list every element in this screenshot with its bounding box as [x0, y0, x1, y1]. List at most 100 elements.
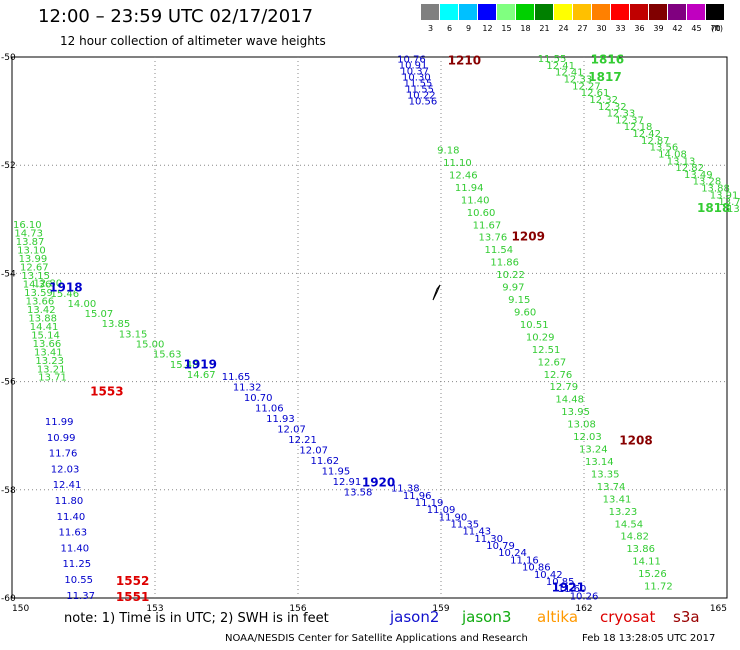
wave-height-value: 13.58 [344, 487, 373, 498]
wave-height-value: 14.00 [68, 299, 97, 310]
wave-height-value: 12.41 [546, 61, 575, 72]
wave-height-value: 11.25 [62, 559, 91, 570]
wave-height-value: 15.46 [51, 289, 80, 300]
wave-height-value: 13.87 [16, 237, 45, 248]
wave-height-value: 13.23 [609, 507, 638, 518]
wave-height-value: 13.28 [693, 177, 722, 188]
wave-height-value: 11.65 [222, 372, 251, 383]
wave-height-value: 12.61 [581, 88, 610, 99]
wave-height-value: 11.43 [462, 527, 491, 538]
wave-height-value: 12.82 [675, 163, 704, 174]
scale-swatch [687, 4, 706, 20]
wave-height-value: 11.30 [474, 534, 503, 545]
wave-height-value: 13.88 [28, 313, 57, 324]
wave-height-value: 11.72 [644, 582, 673, 593]
wave-height-value: 11.80 [55, 496, 84, 507]
wave-height-value: 11.40 [461, 195, 490, 206]
wave-height-value: 11.67 [473, 220, 502, 231]
wave-height-value: 10.76 [397, 55, 426, 66]
latitude-tick-label: -58 [1, 486, 16, 496]
page-subtitle: 12 hour collection of altimeter wave hei… [60, 34, 326, 48]
wave-height-value: 11.60 [558, 584, 587, 595]
pass-time-label: 1551 [116, 590, 149, 604]
scale-swatch [592, 4, 611, 20]
scale-swatch [630, 4, 649, 20]
timestamp: Feb 18 13:28:05 UTC 2017 [582, 633, 716, 644]
scale-label: 18 [520, 24, 531, 33]
wave-height-value: 15.07 [85, 309, 114, 320]
scale-label: 42 [672, 24, 683, 33]
pass-time-label: 1921 [552, 581, 585, 595]
wave-height-value: 10.79 [486, 541, 515, 552]
wave-height-value: 13.24 [579, 445, 608, 456]
wave-height-value: 15.00 [136, 340, 165, 351]
credit: NOAA/NESDIS Center for Satellite Applica… [225, 633, 528, 644]
wave-height-value: 11.99 [45, 417, 74, 428]
wave-height-value: 14.36 [23, 279, 52, 290]
wave-height-value: 11.16 [510, 555, 539, 566]
wave-height-value: 14.82 [620, 532, 649, 543]
wave-height-value: 13.7 [727, 204, 740, 215]
wave-height-value: 14.08 [658, 149, 687, 160]
legend-jason3: jason3 [462, 608, 512, 626]
wave-height-value: 12.27 [572, 81, 601, 92]
scale-swatch [668, 4, 687, 20]
wave-height-value: 12.41 [53, 480, 82, 491]
scale-swatch [497, 4, 516, 20]
scale-swatch [478, 4, 497, 20]
wave-height-value: 15.26 [638, 569, 667, 580]
wave-height-value: 10.60 [467, 208, 496, 219]
page-title: 12:00 – 23:59 UTC 02/17/2017 [38, 6, 314, 27]
wave-height-value: 11.19 [415, 498, 444, 509]
scale-label: 27 [577, 24, 588, 33]
latitude-tick-label: -60 [1, 594, 16, 604]
wave-height-value: 13.66 [33, 339, 62, 350]
scale-label: 39 [653, 24, 664, 33]
wave-height-value: 10.85 [546, 577, 575, 588]
scale-swatch [573, 4, 592, 20]
wave-height-value: 15.14 [31, 330, 60, 341]
wave-height-value: 13.71 [38, 373, 67, 384]
wave-height-value: 11.40 [60, 543, 89, 554]
wave-height-value: 10.22 [496, 270, 525, 281]
wave-height-value: 10.42 [534, 570, 563, 581]
wave-height-value: 10.55 [64, 575, 93, 586]
wave-height-value: 12.37 [615, 115, 644, 126]
wave-height-value: 11.95 [322, 466, 351, 477]
scale-swatch [440, 4, 459, 20]
wave-height-value: 14.41 [30, 322, 59, 333]
wave-height-value: 12.03 [573, 432, 602, 443]
footer-note: note: 1) Time is in UTC; 2) SWH is in fe… [64, 611, 329, 626]
wave-height-value: 9.97 [502, 283, 524, 294]
scale-swatch [706, 4, 725, 20]
wave-height-value: 12.32 [589, 95, 618, 106]
scale-swatch [554, 4, 573, 20]
wave-height-value: 15.63 [153, 350, 182, 361]
wave-height-value: 11.90 [439, 512, 468, 523]
wave-height-value: 10.22 [407, 90, 436, 101]
wave-height-value: 13.74 [597, 482, 626, 493]
wave-height-value: 13.56 [650, 143, 679, 154]
wave-height-value: 12.07 [299, 446, 328, 457]
pass-time-label: 1553 [90, 384, 123, 398]
wave-height-value: 13.85 [102, 319, 131, 330]
wave-height-value: 11.76 [49, 449, 78, 460]
wave-height-value: 10.70 [244, 393, 273, 404]
wave-height-value: 10.26 [570, 591, 599, 602]
wave-height-value: 13.41 [603, 494, 632, 505]
scale-label: 15 [501, 24, 512, 33]
scale-swatch [611, 4, 630, 20]
latitude-tick-label: -54 [1, 269, 16, 279]
wave-height-value: 13.14 [585, 457, 614, 468]
wave-height-value: 12.91 [333, 477, 362, 488]
wave-height-value: 13.86 [626, 544, 655, 555]
wave-height-value: 13.15 [119, 329, 148, 340]
pass-time-label: 1817 [588, 70, 621, 84]
wave-height-value: 12.80 [33, 279, 62, 290]
scale-label: 24 [558, 24, 569, 33]
wave-height-value: 12.21 [288, 435, 317, 446]
wave-height-value: 10.99 [47, 433, 76, 444]
wave-height-value: 14.54 [615, 519, 644, 530]
wave-height-value: 11.86 [490, 258, 519, 269]
